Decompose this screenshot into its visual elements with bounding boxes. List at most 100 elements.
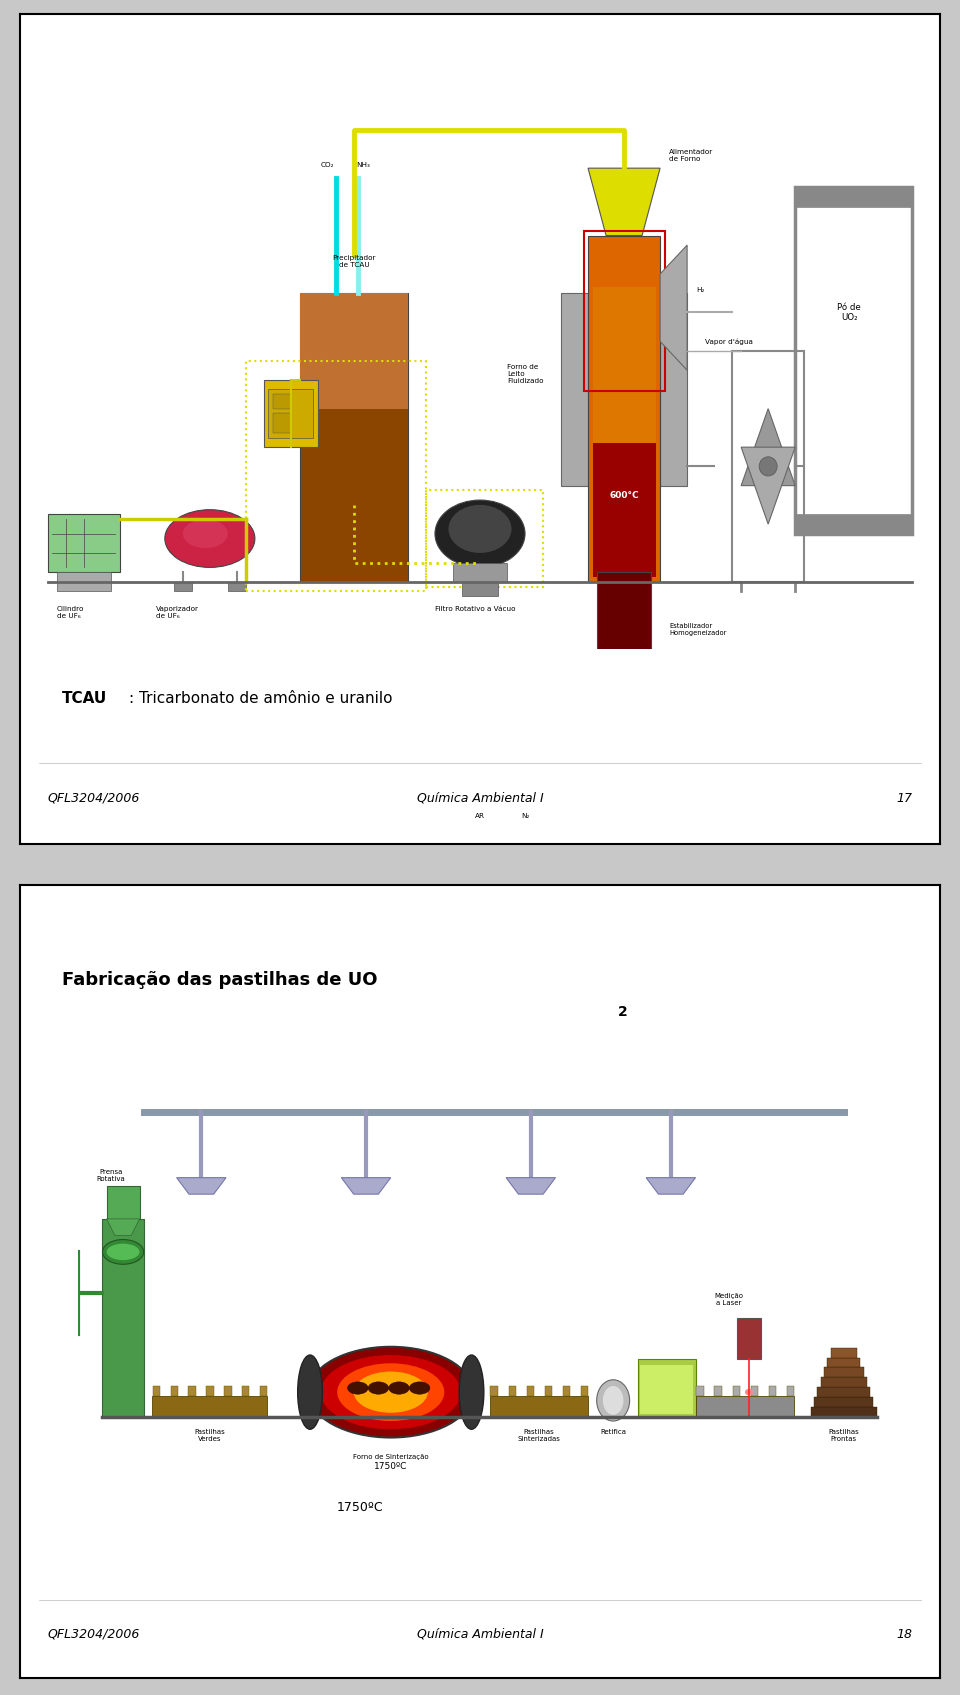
Text: NH₃: NH₃ [356,163,370,168]
Bar [828,1358,860,1368]
Bar [246,361,426,592]
Bar [695,1397,794,1417]
Ellipse shape [759,456,778,476]
Polygon shape [741,408,795,486]
Text: QFL3204/2006: QFL3204/2006 [48,792,140,805]
Bar [817,1387,870,1397]
Text: 600°C: 600°C [610,492,639,500]
Text: Pastilhas
Prontas: Pastilhas Prontas [828,1429,859,1442]
Bar [597,573,651,678]
Bar [490,1397,588,1417]
Text: 1750ºC: 1750ºC [337,1502,384,1514]
Bar [640,1364,693,1414]
Polygon shape [107,1219,139,1236]
Bar [660,293,687,486]
Text: Pastilhas
Verdes: Pastilhas Verdes [194,1429,225,1442]
Text: QFL3204/2006: QFL3204/2006 [48,1627,140,1641]
Bar [714,1387,722,1397]
Ellipse shape [368,1381,389,1395]
Bar [264,380,318,447]
Ellipse shape [597,1380,630,1420]
Text: N₂: N₂ [521,812,529,819]
Text: Vaporizador
de UF₆: Vaporizador de UF₆ [156,605,199,619]
Polygon shape [506,1178,556,1195]
Bar [544,1387,552,1397]
Ellipse shape [435,500,525,568]
Bar [300,293,408,408]
Text: Pastilhas
Sinterizadas: Pastilhas Sinterizadas [517,1429,561,1442]
Bar [736,1319,761,1359]
Ellipse shape [459,1354,484,1429]
Bar [453,563,507,581]
Bar [588,236,660,581]
Bar [426,490,543,586]
Text: CO₂: CO₂ [321,163,334,168]
Ellipse shape [409,1381,430,1395]
Ellipse shape [448,505,512,553]
Text: Estabilizador
Homogeneizador: Estabilizador Homogeneizador [669,624,727,636]
Text: Reconversão: Reconversão [61,78,212,98]
Text: Filtro Rotativo a Vácuo: Filtro Rotativo a Vácuo [435,605,516,612]
Bar [814,1397,874,1407]
Bar [273,395,291,408]
Bar [637,1359,695,1417]
Text: Forno de
Leito
Fluidizado: Forno de Leito Fluidizado [507,364,543,385]
Text: 18: 18 [897,1627,912,1641]
Bar [527,1387,534,1397]
Text: 1750ºC: 1750ºC [374,1461,407,1471]
Bar [491,1387,498,1397]
Text: 17: 17 [897,792,912,805]
Bar [824,1368,864,1378]
Text: TCAU: TCAU [61,692,107,707]
Text: Precipitador
de TCAU: Precipitador de TCAU [332,254,375,268]
Text: AR: AR [475,812,485,819]
Bar [581,1387,588,1397]
Bar [795,515,912,534]
Bar [152,1397,267,1417]
Bar [153,1387,160,1397]
Bar [103,1219,144,1417]
Ellipse shape [348,1381,368,1395]
Bar [224,1387,231,1397]
Ellipse shape [103,1239,144,1264]
Bar [269,390,313,437]
Bar [171,1387,178,1397]
Polygon shape [588,168,660,236]
Bar [188,1387,196,1397]
Bar [696,1387,704,1397]
Bar [592,288,656,444]
Ellipse shape [298,1354,323,1429]
Bar [732,1387,740,1397]
Polygon shape [660,246,687,370]
Ellipse shape [321,1354,461,1429]
Bar [732,351,804,581]
Ellipse shape [337,1363,444,1420]
Text: Prensa
Rotativa: Prensa Rotativa [96,1170,125,1181]
Ellipse shape [353,1371,428,1412]
Polygon shape [646,1178,695,1195]
Bar [107,1186,139,1219]
Polygon shape [177,1178,226,1195]
Bar [228,581,246,592]
Bar [273,414,291,432]
Bar [769,1387,777,1397]
Ellipse shape [308,1348,473,1437]
Text: Vapor d'água: Vapor d'água [706,337,753,344]
Bar [563,1387,570,1397]
Bar [462,581,498,597]
Polygon shape [741,447,795,524]
Ellipse shape [107,1244,139,1259]
Text: Forno de Sinterização: Forno de Sinterização [353,1454,428,1459]
Ellipse shape [389,1381,409,1395]
Bar [561,293,588,486]
Text: Pó de
UO₂: Pó de UO₂ [837,303,861,322]
Bar [300,293,408,581]
Text: Fabricação das pastilhas de UO: Fabricação das pastilhas de UO [61,971,377,988]
Bar [260,1387,267,1397]
Bar [795,188,912,207]
Text: Alimentador
de Forno: Alimentador de Forno [669,149,713,163]
Bar [811,1407,876,1417]
Bar [174,581,192,592]
Bar [242,1387,250,1397]
Text: Química Ambiental I: Química Ambiental I [417,792,543,805]
